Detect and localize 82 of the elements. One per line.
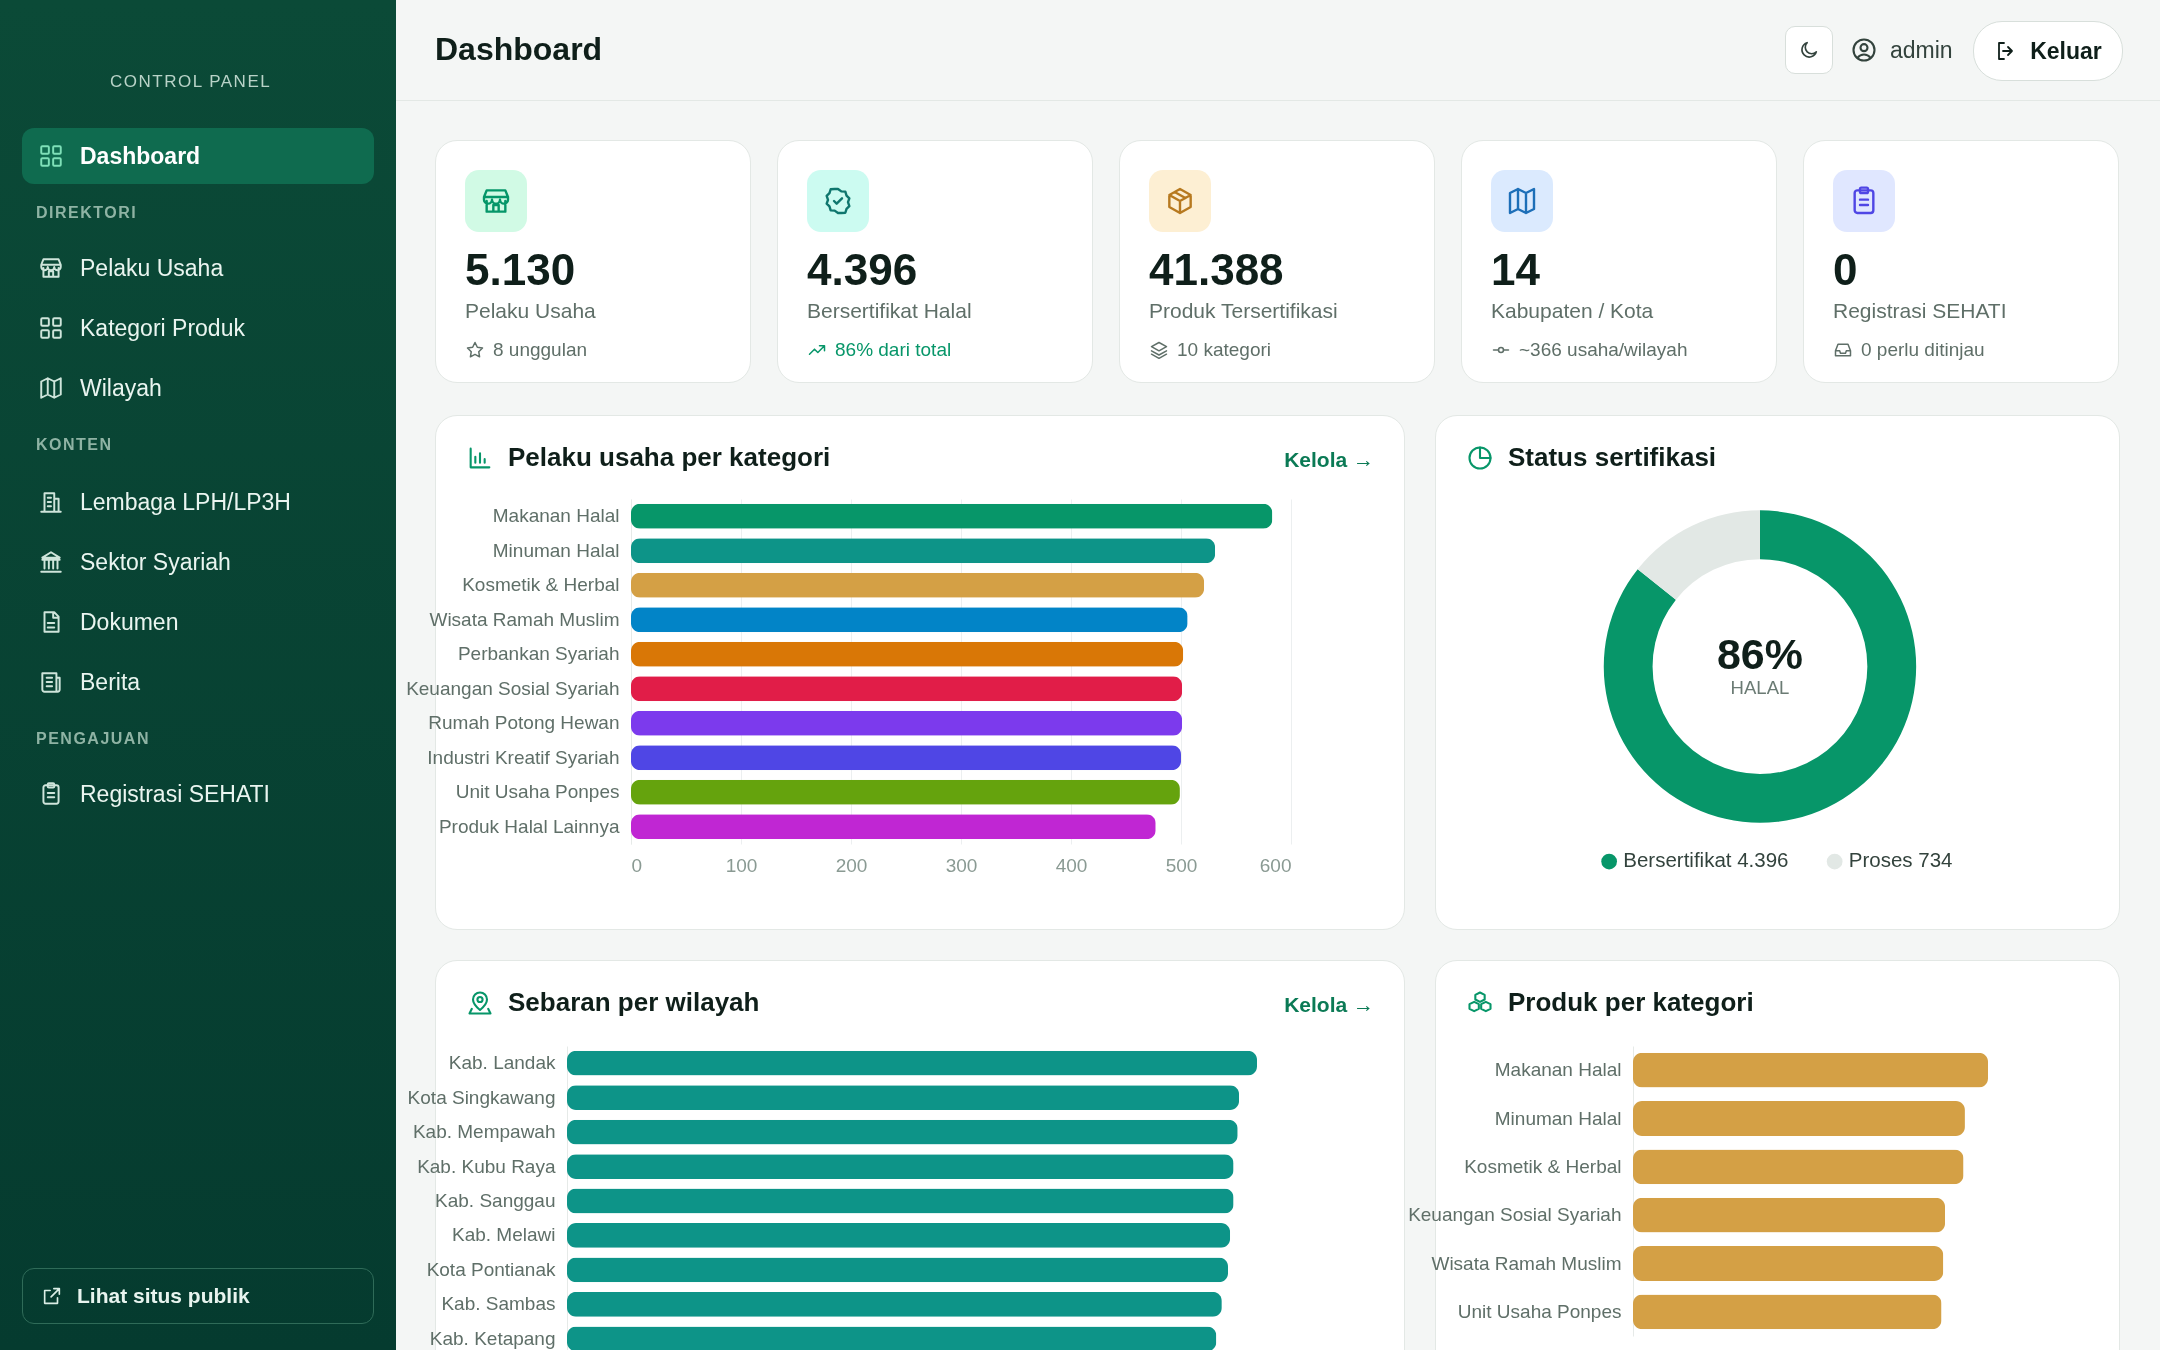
y-tick-label: Wisata Ramah Muslim (1431, 1252, 1622, 1274)
x-tick-label: 100 (725, 854, 758, 876)
y-tick-label: Kab. Landak (448, 1052, 556, 1074)
text: 10 kategori (1177, 339, 1272, 361)
text: Berita (80, 668, 141, 696)
chart-title: Status sertifikasi (1508, 442, 1717, 473)
y-tick-label: Kab. Sambas (441, 1293, 556, 1315)
y-tick-label: Kosmetik & Herbal (462, 574, 620, 596)
text: HALAL (1730, 676, 1789, 698)
text: ~366 usaha/wilayah (1519, 339, 1688, 361)
x-tick-label: 600 (1259, 854, 1292, 876)
text: Registrasi SEHATI (1833, 299, 2007, 322)
y-tick-label: Rumah Potong Hewan (428, 712, 620, 734)
bar (1633, 1052, 1988, 1088)
x-tick-label: 0 (631, 854, 643, 876)
bar (1633, 1246, 1944, 1281)
legend-label: Bersertifikat 4.396 (1622, 848, 1789, 872)
text: Registrasi SEHATI (80, 780, 271, 808)
text: KONTEN (36, 436, 113, 453)
text: Kategori Produk (80, 314, 245, 342)
text: 0 perlu ditinjau (1861, 339, 1985, 361)
text: 41.388 (1149, 245, 1284, 294)
bar (1633, 1149, 1964, 1185)
chart-title: Sebaran per wilayah (508, 987, 760, 1018)
text: PENGAJUAN (36, 730, 150, 747)
y-tick-label: Unit Usaha Ponpes (1457, 1300, 1622, 1322)
text: Dashboard (435, 31, 603, 67)
bar (1633, 1197, 1946, 1233)
y-tick-label: Kab. Melawi (452, 1224, 556, 1246)
text: 86% (1716, 630, 1803, 679)
y-tick-label: Perbankan Syariah (457, 643, 620, 665)
y-tick-label: Industri Kreatif Syariah (427, 746, 620, 768)
text: DIREKTORI (36, 204, 138, 221)
chart-title: Pelaku usaha per kategori (508, 442, 831, 473)
text: CONTROL PANEL (110, 72, 272, 91)
y-tick-label: Unit Usaha Ponpes (455, 781, 620, 803)
donut-slice (1637, 510, 1760, 600)
donut-slice (1603, 510, 1916, 823)
bar (1633, 1294, 1942, 1330)
y-tick-label: Kosmetik & Herbal (1464, 1155, 1622, 1177)
x-tick-label: 300 (945, 854, 978, 876)
text: Keluar (2030, 37, 2102, 65)
y-tick-label: Minuman Halal (1494, 1107, 1622, 1129)
text: 5.130 (465, 245, 576, 294)
text: Kabupaten / Kota (1491, 299, 1654, 322)
bar (1633, 1101, 1965, 1136)
y-tick-label: Kota Singkawang (407, 1086, 556, 1108)
y-tick-label: Makanan Halal (492, 505, 620, 527)
y-tick-label: Produk Halal Lainnya (438, 815, 620, 837)
text: 8 unggulan (493, 339, 588, 361)
chart-title: Produk per kategori (1508, 987, 1754, 1018)
text: Lembaga LPH/LP3H (80, 488, 291, 516)
y-tick-label: Minuman Halal (492, 539, 620, 561)
text: 0 (1833, 245, 1858, 294)
x-tick-label: 500 (1165, 854, 1198, 876)
text: Kelola → (1284, 448, 1374, 471)
y-tick-label: Makanan Halal (1494, 1059, 1622, 1081)
text: Lihat situs publik (77, 1284, 250, 1308)
text: Pelaku Usaha (465, 299, 596, 322)
x-tick-label: 400 (1055, 854, 1088, 876)
text: Dashboard (80, 142, 201, 170)
x-tick-label: 200 (835, 854, 868, 876)
text: Dokumen (80, 608, 179, 636)
text: 14 (1491, 245, 1540, 294)
y-tick-label: Kab. Sanggau (435, 1190, 556, 1211)
text: Produk Tersertifikasi (1149, 299, 1338, 322)
text: Sektor Syariah (80, 548, 231, 576)
y-tick-label: Keuangan Sosial Syariah (406, 677, 620, 699)
y-tick-label: Kab. Kubu Raya (417, 1155, 556, 1177)
text: admin (1890, 36, 1953, 64)
text: Wilayah (80, 374, 162, 402)
y-tick-label: Kab. Mempawah (412, 1121, 556, 1143)
text: Kelola → (1284, 993, 1374, 1016)
y-tick-label: Kab. Ketapang (429, 1327, 556, 1349)
text: Bersertifikat Halal (807, 299, 972, 322)
legend-label: Proses 734 (1848, 848, 1953, 872)
text: 86% dari total (835, 339, 952, 361)
y-tick-label: Kota Pontianak (426, 1258, 556, 1280)
text: 4.396 (807, 245, 918, 294)
text: Pelaku Usaha (80, 254, 224, 282)
y-tick-label: Keuangan Sosial Syariah (1408, 1204, 1622, 1226)
y-tick-label: Wisata Ramah Muslim (429, 608, 620, 630)
